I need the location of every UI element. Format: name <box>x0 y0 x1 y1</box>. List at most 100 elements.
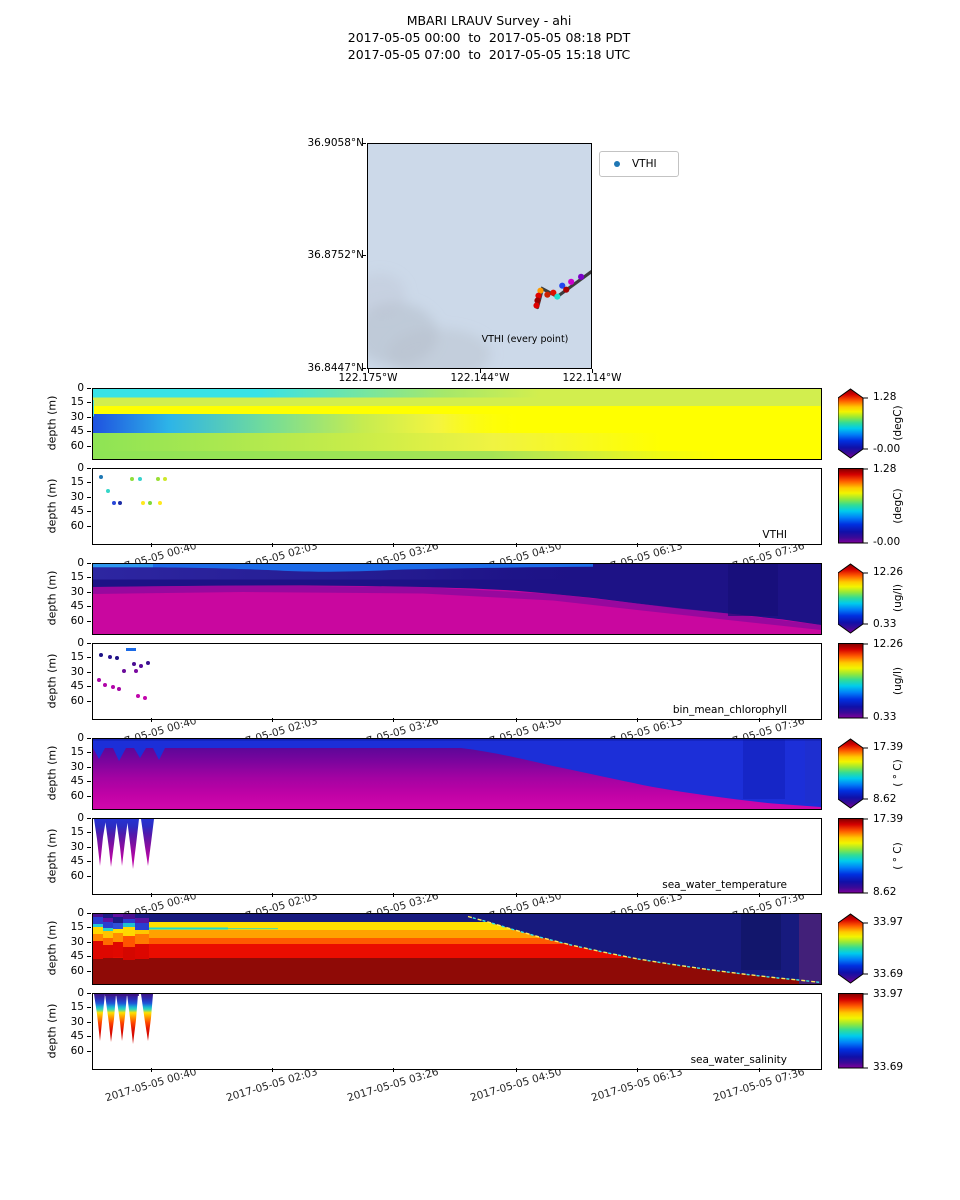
y-tick-label: 30 <box>70 760 84 773</box>
map-canvas <box>368 144 591 368</box>
colorbar-min: 33.69 <box>873 968 904 980</box>
colorbar-vthi-scatter: 1.28 -0.00 (degC) <box>838 463 904 548</box>
scatter-point <box>132 662 136 666</box>
scatter-point <box>134 669 138 673</box>
track-point <box>533 302 540 309</box>
dive-profiles <box>94 994 153 1044</box>
colorbar-max: 33.97 <box>873 916 904 928</box>
scatter-point <box>122 669 126 673</box>
y-tick-label: 0 <box>77 557 84 569</box>
y-tick <box>87 577 91 579</box>
lat-tick-label: 36.8447°N <box>307 362 364 374</box>
y-tick <box>87 482 91 484</box>
x-tick <box>151 543 152 547</box>
scatter-point <box>136 694 140 698</box>
panel-temperature-contour <box>92 738 822 810</box>
scatter-point <box>158 501 162 505</box>
colorbar-max: 1.28 <box>873 391 897 403</box>
scatter-surface-strip <box>126 648 136 651</box>
x-tick <box>759 893 760 897</box>
y-tick-label: 15 <box>70 921 84 934</box>
map-lat-tick <box>362 255 366 256</box>
track-point <box>550 289 557 296</box>
colorbar-temperature-contour: 17.39 8.62 ( ° C) <box>838 738 904 809</box>
y-tick <box>87 795 91 797</box>
y-tick <box>87 941 91 943</box>
figure-title: MBARI LRAUV Survey - ahi <box>406 13 572 28</box>
scatter-point <box>117 687 121 691</box>
y-tick-label: 15 <box>70 826 84 839</box>
y-tick-label: 45 <box>70 680 84 693</box>
x-tick <box>637 1068 638 1072</box>
vehicle-track-points <box>533 273 585 309</box>
y-tick-label: 60 <box>70 1044 84 1057</box>
y-tick <box>87 818 91 819</box>
y-tick-label: 60 <box>70 439 84 452</box>
y-tick <box>87 993 91 994</box>
colorbar-unit: (ug/l) <box>892 584 904 612</box>
scatter-point <box>148 501 152 505</box>
y-tick-label: 0 <box>77 462 84 474</box>
y-tick-label: 15 <box>70 651 84 664</box>
scatter-point <box>156 477 160 481</box>
x-tick <box>393 718 394 722</box>
panel-vthi-scatter: VTHI <box>92 468 822 545</box>
colorbar-salinity-contour: 33.97 33.69 <box>838 913 903 984</box>
y-tick <box>87 606 91 608</box>
y-tick <box>87 766 91 768</box>
scatter-point <box>139 664 143 668</box>
y-tick <box>87 496 91 498</box>
y-tick-label: 30 <box>70 1015 84 1028</box>
panel-chlorophyll-contour <box>92 563 822 635</box>
y-tick-label: 45 <box>70 505 84 518</box>
y-tick <box>87 657 91 659</box>
y-tick-label: 15 <box>70 571 84 584</box>
track-point <box>578 273 585 280</box>
track-point <box>563 286 570 293</box>
scatter-point <box>103 683 107 687</box>
y-tick <box>87 1007 91 1009</box>
map-lat-tick <box>362 368 366 369</box>
panel-label: VTHI <box>762 529 787 541</box>
x-tick <box>151 893 152 897</box>
colorbar-vthi-contour: 1.28 -0.00 (degC) <box>838 388 904 459</box>
x-tick <box>272 1068 273 1072</box>
y-tick-label: 45 <box>70 775 84 788</box>
y-tick-label: 0 <box>77 382 84 394</box>
y-tick <box>87 781 91 783</box>
map-lon-tick <box>592 369 593 373</box>
y-tick-label: 60 <box>70 694 84 707</box>
y-tick <box>87 927 91 929</box>
colorbar-unit: ( ° C) <box>892 841 904 870</box>
legend-marker-icon <box>614 161 620 167</box>
colorbar-min: 0.33 <box>873 711 897 723</box>
colorbar-min: 8.62 <box>873 886 897 898</box>
y-tick-label: 60 <box>70 614 84 627</box>
x-tick <box>272 893 273 897</box>
x-tick <box>759 1068 760 1072</box>
scatter-point <box>99 653 103 657</box>
y-tick <box>87 445 91 447</box>
panel-label: sea_water_salinity <box>690 1054 787 1066</box>
colorbar-min: 0.33 <box>873 618 897 630</box>
lat-tick-label: 36.8752°N <box>307 249 364 261</box>
y-tick-label: 45 <box>70 950 84 963</box>
x-tick <box>516 1068 517 1072</box>
panel-salinity-scatter: sea_water_salinity <box>92 993 822 1070</box>
y-tick <box>87 913 91 914</box>
x-tick <box>759 543 760 547</box>
lon-tick-label: 122.175°W <box>338 372 398 384</box>
y-tick <box>87 832 91 834</box>
map-annotation: VTHI (every point) <box>481 334 569 345</box>
x-tick <box>516 893 517 897</box>
colorbar-min: 8.62 <box>873 793 897 805</box>
scatter-point <box>111 685 115 689</box>
colorbar-max: 17.39 <box>873 741 904 753</box>
y-tick-label: 60 <box>70 869 84 882</box>
y-tick <box>87 1050 91 1052</box>
map-lon-tick <box>368 369 369 373</box>
y-tick-label: 30 <box>70 585 84 598</box>
x-tick <box>151 718 152 722</box>
colorbar-chlorophyll-contour: 12.26 0.33 (ug/l) <box>838 563 904 634</box>
x-tick <box>516 718 517 722</box>
